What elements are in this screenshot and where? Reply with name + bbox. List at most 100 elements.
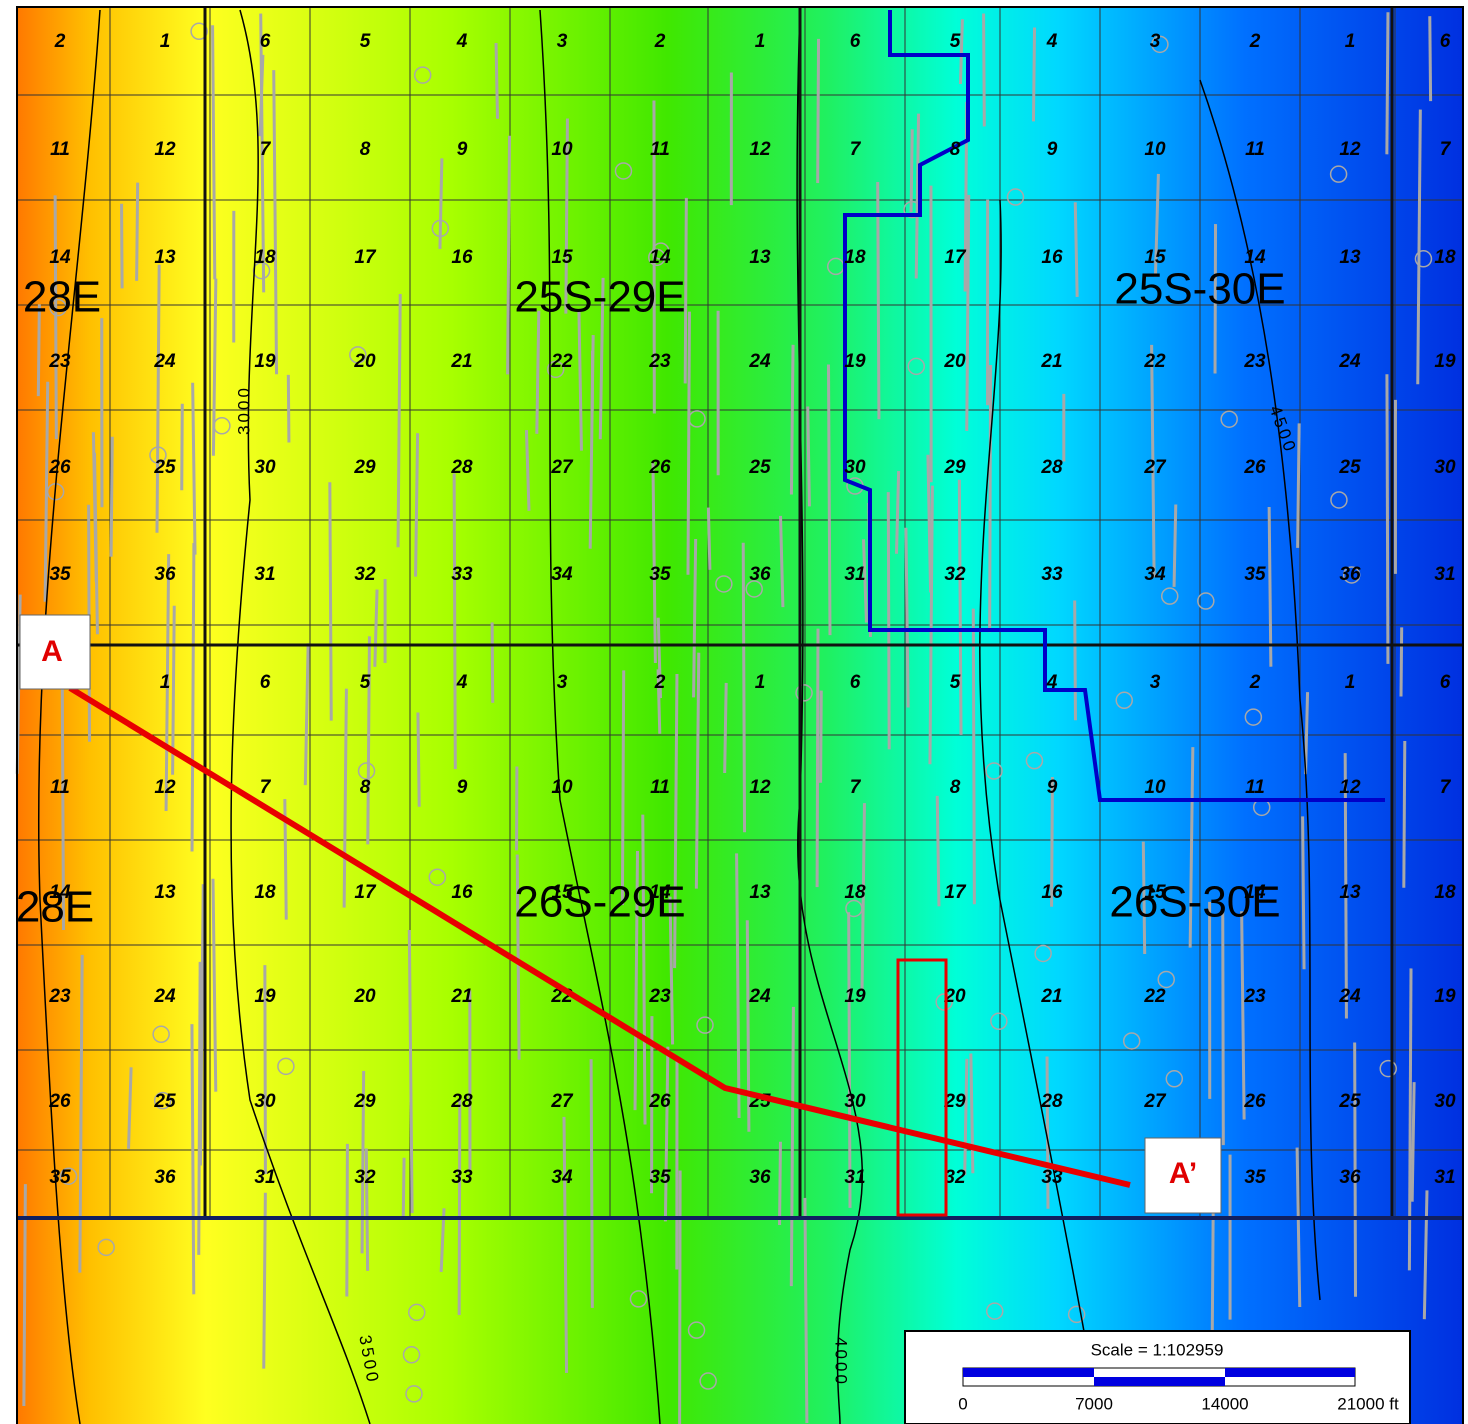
section-number: 25	[1338, 1091, 1361, 1112]
section-number: 21	[450, 986, 472, 1007]
well	[402, 1346, 421, 1364]
section-number: 1	[755, 672, 766, 693]
section-number: 10	[1144, 139, 1166, 160]
section-number: 27	[550, 457, 574, 478]
well	[935, 993, 953, 1011]
well-path	[1050, 777, 1054, 907]
section-number: 31	[254, 564, 275, 585]
well-path	[926, 454, 933, 593]
section-number: 6	[260, 31, 271, 52]
well-path	[22, 1184, 27, 1407]
well-path	[651, 462, 657, 664]
scale-label: 14000	[1201, 1394, 1248, 1413]
well	[614, 162, 633, 180]
section-number: 35	[1244, 1167, 1266, 1188]
well	[1122, 1032, 1141, 1050]
cross-section-end: A’	[1169, 1157, 1197, 1190]
section-number: 12	[154, 139, 176, 160]
section-number: 5	[360, 31, 371, 52]
section-number: 8	[360, 777, 371, 798]
well-path	[1150, 344, 1156, 578]
section-number: 1	[160, 672, 171, 693]
section-number: 13	[1339, 882, 1361, 903]
well-path	[345, 1143, 349, 1297]
contour-label: 3000	[234, 385, 253, 435]
label-box	[1144, 1137, 1222, 1214]
well-path	[1267, 506, 1273, 667]
well-path	[263, 965, 267, 1175]
scale-title: Scale = 1:102959	[1091, 1340, 1224, 1359]
section-number: 12	[154, 777, 176, 798]
section-number: 7	[850, 777, 862, 798]
well-path	[1410, 1082, 1416, 1202]
well-path	[1073, 202, 1079, 297]
well-path	[407, 929, 414, 1214]
section-number: 18	[254, 882, 276, 903]
well	[1006, 188, 1025, 206]
section-number: 6	[1440, 31, 1451, 52]
well-path	[969, 1053, 975, 1174]
scale-label: 7000	[1075, 1394, 1113, 1413]
section-number: 11	[50, 139, 70, 160]
well-path	[43, 381, 50, 602]
section-number: 11	[1245, 139, 1265, 160]
section-number: 35	[49, 564, 71, 585]
township-label: 28E	[23, 273, 101, 322]
section-number: 25	[153, 457, 176, 478]
section-number: 32	[354, 564, 376, 585]
section-number: 29	[943, 457, 966, 478]
section-number: 26	[1243, 457, 1266, 478]
section-number: 18	[1434, 247, 1456, 268]
section-number: 7	[260, 777, 272, 798]
section-number: 36	[749, 564, 771, 585]
section-number: 30	[844, 1091, 866, 1112]
well-path	[741, 542, 747, 833]
section-number: 36	[154, 564, 176, 585]
section-number: 23	[48, 351, 71, 372]
section-number: 11	[650, 777, 670, 798]
well-path	[1141, 841, 1147, 955]
well	[687, 1321, 706, 1339]
section-number: 30	[844, 457, 866, 478]
well-path	[847, 912, 852, 1208]
township-label: 25S-30E	[1114, 265, 1285, 314]
section-number: 22	[1143, 351, 1166, 372]
well-path	[120, 203, 124, 289]
well	[907, 357, 926, 376]
well-path	[272, 70, 279, 375]
section-number: 29	[353, 457, 376, 478]
well-path	[109, 436, 114, 557]
section-number: 19	[254, 351, 276, 372]
well-path	[965, 194, 971, 431]
well-path	[524, 430, 531, 511]
well-path	[515, 854, 521, 1060]
well-path	[826, 364, 832, 636]
section-number: 20	[943, 351, 966, 372]
section-number: 12	[749, 777, 771, 798]
section-number: 30	[1434, 1091, 1456, 1112]
section-number: 17	[944, 882, 967, 903]
section-number: 14	[49, 247, 71, 268]
section-number: 33	[451, 1167, 473, 1188]
section-number: 27	[1143, 457, 1167, 478]
well-path	[414, 433, 420, 577]
well-path	[633, 850, 640, 1111]
section-number: 1	[755, 31, 766, 52]
section-number: 24	[1338, 986, 1361, 1007]
section-number: 9	[457, 139, 468, 160]
township-label: 25S-29E	[514, 273, 685, 322]
section-number: 11	[1245, 777, 1265, 798]
section-number: 20	[943, 986, 966, 1007]
section-number: 13	[154, 247, 176, 268]
well	[357, 762, 376, 780]
section-number: 31	[1434, 564, 1455, 585]
well	[152, 1025, 170, 1044]
section-number: 22	[550, 351, 573, 372]
section-number: 14	[649, 882, 671, 903]
well	[1329, 165, 1348, 183]
well-path	[155, 264, 161, 533]
section-number: 19	[844, 986, 866, 1007]
section-number: 11	[50, 777, 70, 798]
well-path	[819, 690, 823, 783]
